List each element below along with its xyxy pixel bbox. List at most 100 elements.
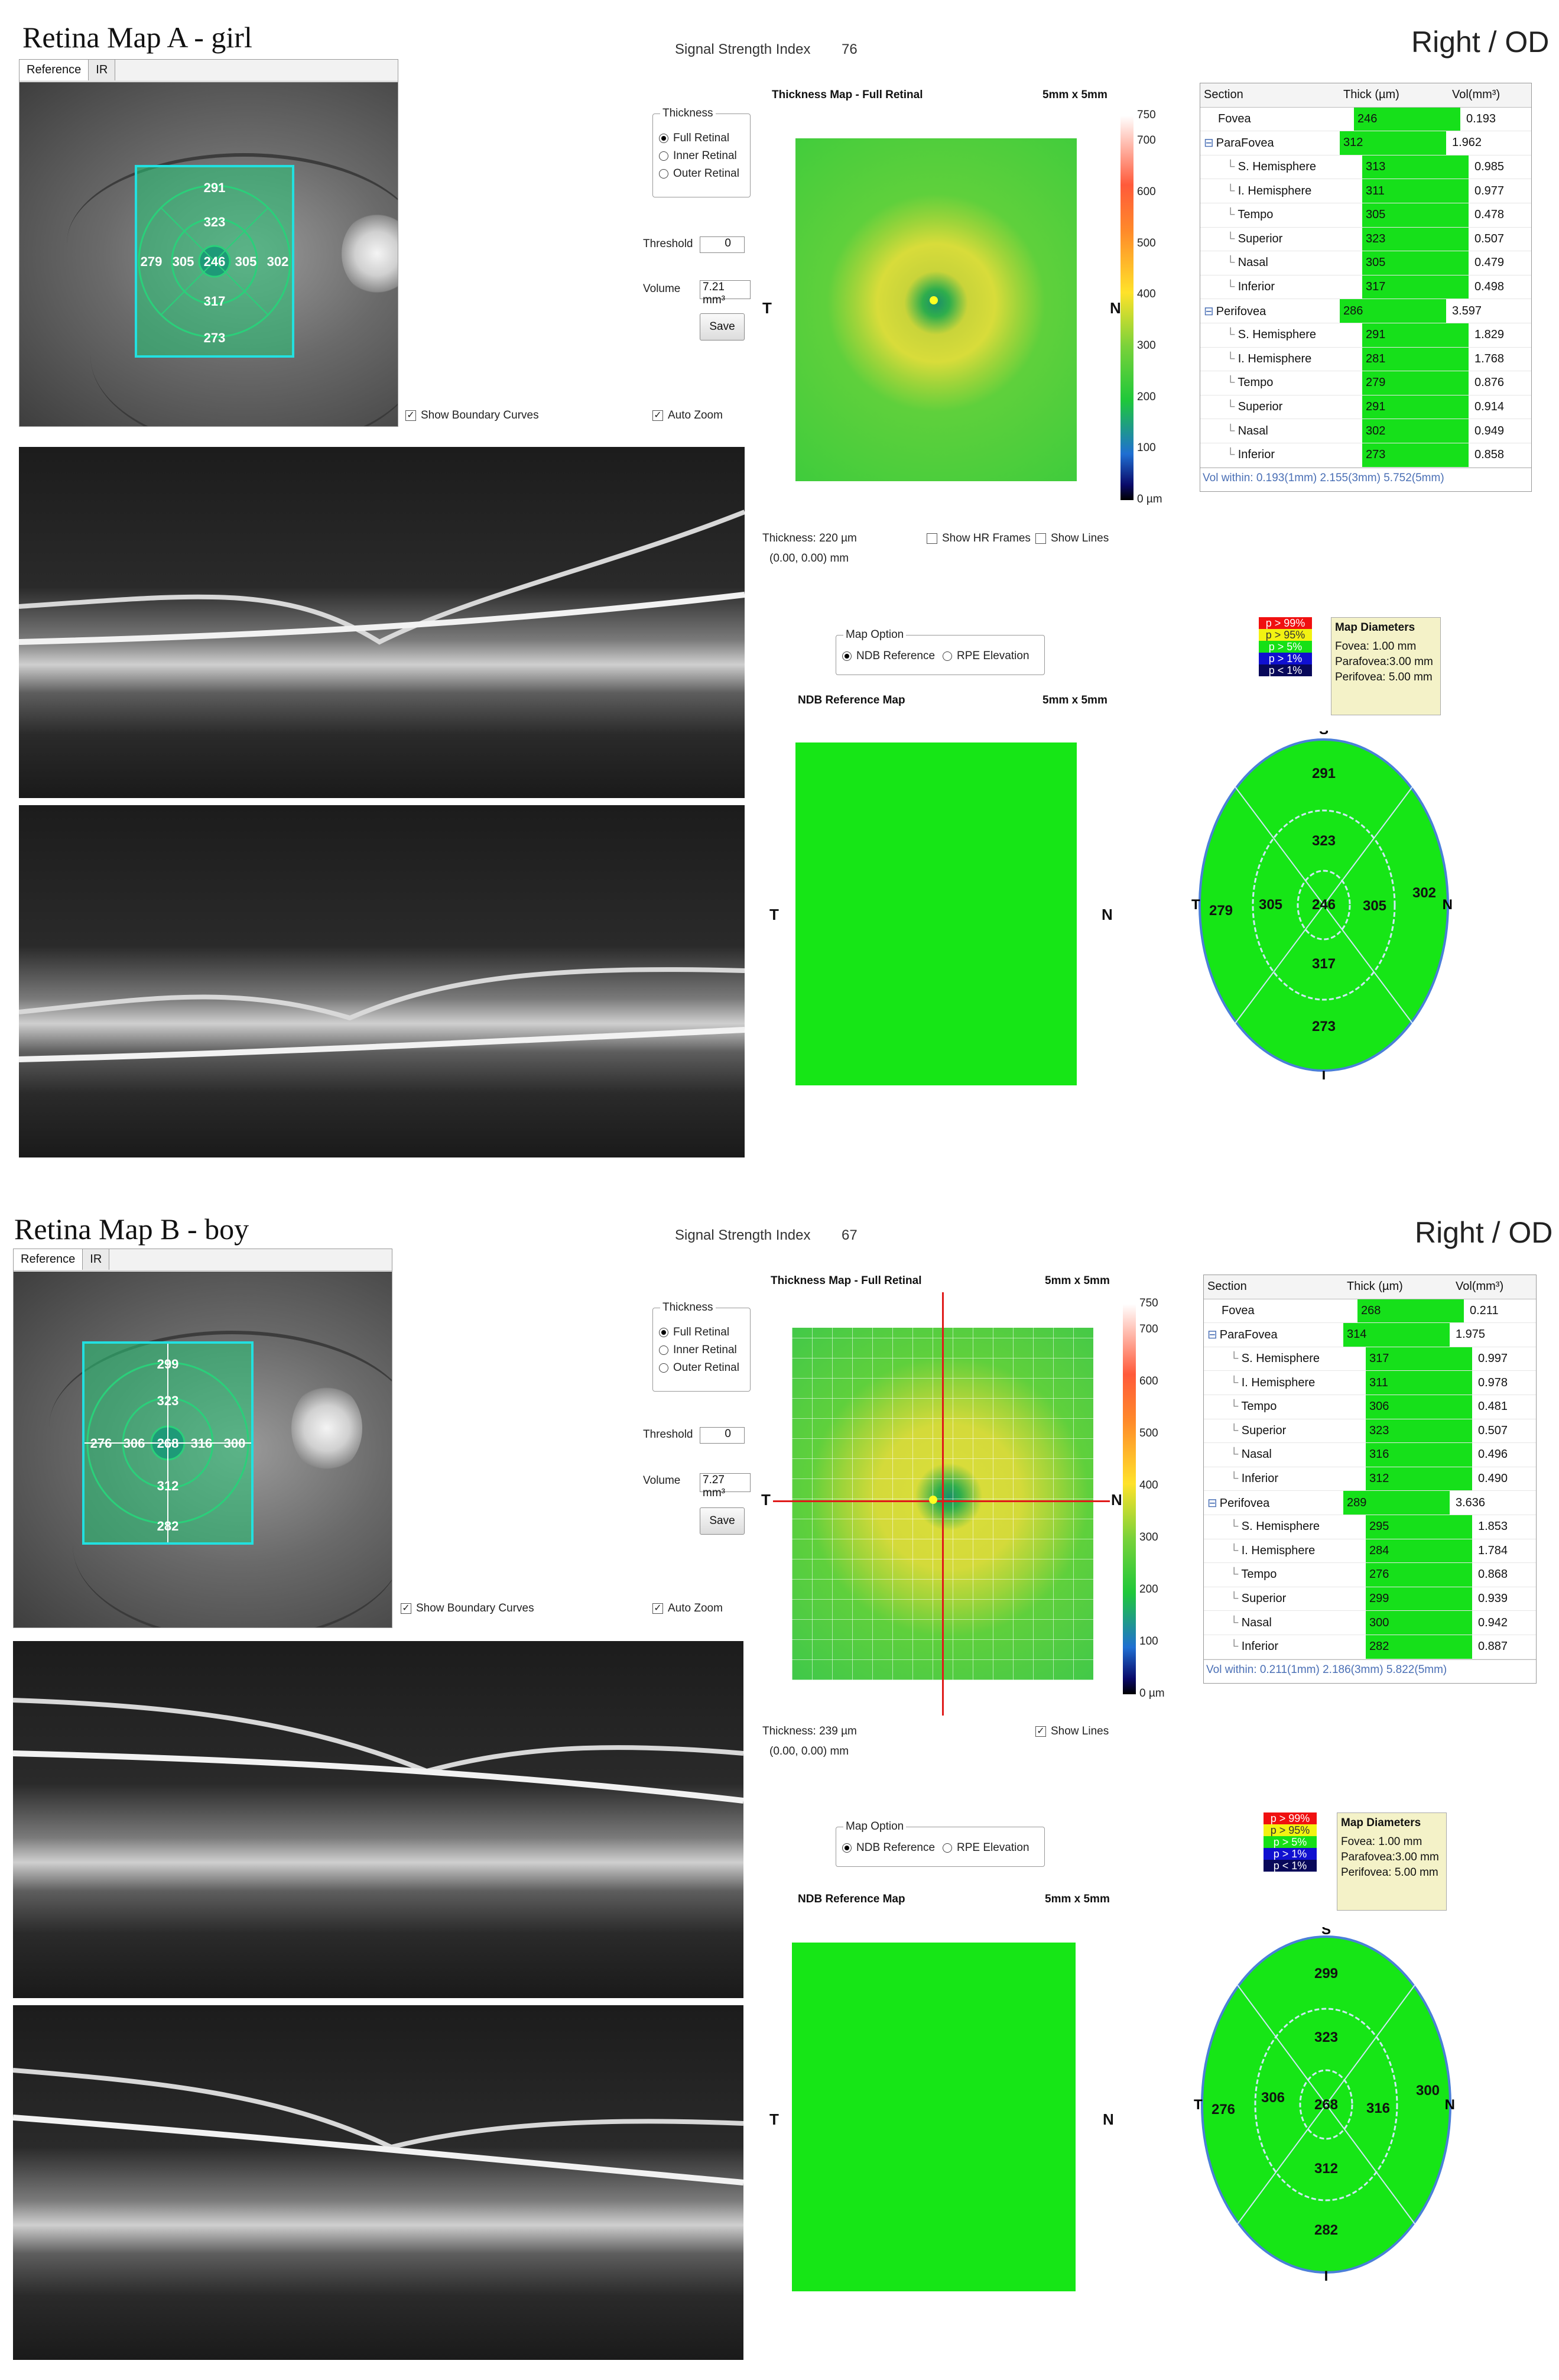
volume-cell: 0.997 xyxy=(1478,1352,1508,1366)
volume-cell: 0.978 xyxy=(1478,1376,1508,1389)
ndb-temporal-label: T xyxy=(769,906,779,923)
volume-cell: 0.887 xyxy=(1478,1640,1508,1653)
crosshair-vertical[interactable] xyxy=(942,1292,944,1716)
table-row[interactable]: ⊟ Perifovea 286 3.597 xyxy=(1200,299,1531,323)
table-row[interactable]: └ I. Hemisphere 311 0.978 xyxy=(1204,1371,1536,1395)
table-row[interactable]: └ Inferior 317 0.498 xyxy=(1200,275,1531,300)
show-boundary-checkbox[interactable]: ✓ Show Boundary Curves xyxy=(401,1602,534,1615)
table-row[interactable]: └ Nasal 316 0.496 xyxy=(1204,1443,1536,1467)
collapse-icon[interactable]: ⊟ xyxy=(1204,304,1214,318)
show-boundary-checkbox[interactable]: ✓ Show Boundary Curves xyxy=(405,409,539,422)
radio-inner-retinal[interactable]: Inner Retinal xyxy=(659,1344,737,1357)
section-name: └ S. Hemisphere xyxy=(1200,328,1362,342)
grid-temporal-outer: 276 xyxy=(90,1436,112,1451)
table-row[interactable]: └ I. Hemisphere 284 1.784 xyxy=(1204,1539,1536,1564)
grid-superior-inner: 323 xyxy=(157,1393,179,1408)
viewer-tabs: Reference IR xyxy=(20,60,398,82)
table-row[interactable]: └ Inferior 273 0.858 xyxy=(1200,443,1531,468)
ssi-label: Signal Strength Index xyxy=(675,41,811,57)
table-row[interactable]: Fovea 268 0.211 xyxy=(1204,1299,1536,1324)
tree-branch-icon: └ xyxy=(1226,376,1238,390)
radio-full-retinal[interactable]: Full Retinal xyxy=(659,132,729,145)
threshold-stepper[interactable]: 0 xyxy=(700,236,745,253)
table-row[interactable]: ⊟ ParaFovea 314 1.975 xyxy=(1204,1323,1536,1347)
table-row[interactable]: └ Tempo 305 0.478 xyxy=(1200,203,1531,228)
show-hr-frames-checkbox[interactable]: Show HR Frames xyxy=(927,532,1031,545)
radio-rpe-elevation[interactable]: RPE Elevation xyxy=(943,1841,1029,1854)
etdrs-center: 268 xyxy=(1314,2097,1338,2113)
section-name: └ Tempo xyxy=(1200,208,1362,222)
table-row[interactable]: └ S. Hemisphere 291 1.829 xyxy=(1200,323,1531,348)
thickness-cell: 281 xyxy=(1362,347,1469,371)
show-lines-checkbox[interactable]: ✓ Show Lines xyxy=(1035,1725,1109,1738)
tree-branch-icon: └ xyxy=(1230,1640,1242,1653)
radio-ndb-reference[interactable]: NDB Reference xyxy=(842,1841,935,1854)
radio-rpe-elevation[interactable]: RPE Elevation xyxy=(943,650,1029,663)
table-row[interactable]: └ Superior 291 0.914 xyxy=(1200,395,1531,420)
table-row[interactable]: └ S. Hemisphere 317 0.997 xyxy=(1204,1347,1536,1371)
table-row[interactable]: └ S. Hemisphere 295 1.853 xyxy=(1204,1515,1536,1539)
table-row[interactable]: └ Nasal 305 0.479 xyxy=(1200,251,1531,275)
save-button[interactable]: Save xyxy=(700,313,745,341)
collapse-icon[interactable]: ⊟ xyxy=(1207,1496,1217,1510)
collapse-icon[interactable]: ⊟ xyxy=(1207,1328,1217,1342)
section-label: I. Hemisphere xyxy=(1238,184,1312,197)
grid-temporal-outer: 279 xyxy=(141,254,163,269)
radio-inner-retinal[interactable]: Inner Retinal xyxy=(659,150,737,163)
section-name: └ Inferior xyxy=(1204,1472,1366,1486)
table-row[interactable]: └ I. Hemisphere 281 1.768 xyxy=(1200,347,1531,372)
radio-outer-retinal[interactable]: Outer Retinal xyxy=(659,1361,739,1374)
optic-disc xyxy=(342,212,398,295)
table-row[interactable]: └ Nasal 300 0.942 xyxy=(1204,1611,1536,1635)
thickness-cell: 273 xyxy=(1362,443,1469,467)
section-label: Tempo xyxy=(1241,1400,1277,1413)
collapse-icon[interactable]: ⊟ xyxy=(1204,137,1214,150)
thickness-scale-labels: 750 700 600 500 400 300 200 100 0 µm xyxy=(1137,109,1173,511)
table-row[interactable]: └ Nasal 302 0.949 xyxy=(1200,419,1531,443)
tab-reference[interactable]: Reference xyxy=(14,1249,83,1270)
table-row[interactable]: └ Tempo 276 0.868 xyxy=(1204,1563,1536,1587)
etdrs-outer-temporal: 279 xyxy=(1209,903,1233,919)
radio-full-retinal[interactable]: Full Retinal xyxy=(659,1326,729,1339)
table-row[interactable]: └ Inferior 282 0.887 xyxy=(1204,1635,1536,1659)
table-row[interactable]: ⊟ Perifovea 289 3.636 xyxy=(1204,1491,1536,1515)
thickness-table: Section Thick (µm) Vol(mm³) Fovea 246 0.193 ⊟ P… xyxy=(1200,83,1532,492)
auto-zoom-checkbox[interactable]: ✓ Auto Zoom xyxy=(652,1602,723,1615)
etdrs-outer-nasal: 300 xyxy=(1416,2083,1440,2099)
table-header-cell: Section xyxy=(1204,88,1243,102)
table-row[interactable]: └ S. Hemisphere 313 0.985 xyxy=(1200,155,1531,180)
save-button[interactable]: Save xyxy=(700,1507,745,1535)
table-row[interactable]: └ Superior 323 0.507 xyxy=(1204,1419,1536,1444)
tab-ir[interactable]: IR xyxy=(89,60,116,80)
table-row[interactable]: └ Superior 299 0.939 xyxy=(1204,1587,1536,1611)
radio-outer-retinal[interactable]: Outer Retinal xyxy=(659,167,739,180)
thickness-cell: 300 xyxy=(1366,1611,1472,1635)
thickness-cell: 314 xyxy=(1343,1323,1450,1347)
show-lines-checkbox[interactable]: Show Lines xyxy=(1035,532,1109,545)
tree-branch-icon: └ xyxy=(1226,232,1238,245)
table-row[interactable]: └ Tempo 306 0.481 xyxy=(1204,1395,1536,1419)
section-name: └ S. Hemisphere xyxy=(1204,1520,1366,1533)
table-header-cell: Thick (µm) xyxy=(1343,88,1399,102)
threshold-stepper[interactable]: 0 xyxy=(700,1427,745,1444)
tab-ir[interactable]: IR xyxy=(83,1249,110,1270)
auto-zoom-checkbox[interactable]: ✓ Auto Zoom xyxy=(652,409,723,422)
crosshair-horizontal[interactable] xyxy=(773,1500,1110,1502)
etdrs-outer-nasal: 302 xyxy=(1412,885,1436,901)
etdrs-i-label: I xyxy=(1324,2268,1329,2282)
etdrs-inner-inferior: 312 xyxy=(1314,2161,1338,2177)
tab-reference[interactable]: Reference xyxy=(20,60,89,80)
table-row[interactable]: └ Inferior 312 0.490 xyxy=(1204,1467,1536,1491)
table-row[interactable]: └ I. Hemisphere 311 0.977 xyxy=(1200,179,1531,203)
scale-tick-label: 400 xyxy=(1139,1479,1158,1491)
table-row[interactable]: Fovea 246 0.193 xyxy=(1200,107,1531,132)
etdrs-inner-superior: 323 xyxy=(1314,2029,1338,2045)
tree-branch-icon: └ xyxy=(1230,1592,1242,1606)
table-row[interactable]: └ Superior 323 0.507 xyxy=(1200,227,1531,252)
radio-ndb-reference[interactable]: NDB Reference xyxy=(842,650,935,663)
map-diameters-box: Map Diameters Fovea: 1.00 mm Parafovea:3… xyxy=(1331,617,1441,715)
section-name: └ Tempo xyxy=(1204,1568,1366,1581)
tree-branch-icon: └ xyxy=(1226,424,1238,437)
table-row[interactable]: ⊟ ParaFovea 312 1.962 xyxy=(1200,131,1531,155)
table-row[interactable]: └ Tempo 279 0.876 xyxy=(1200,371,1531,395)
